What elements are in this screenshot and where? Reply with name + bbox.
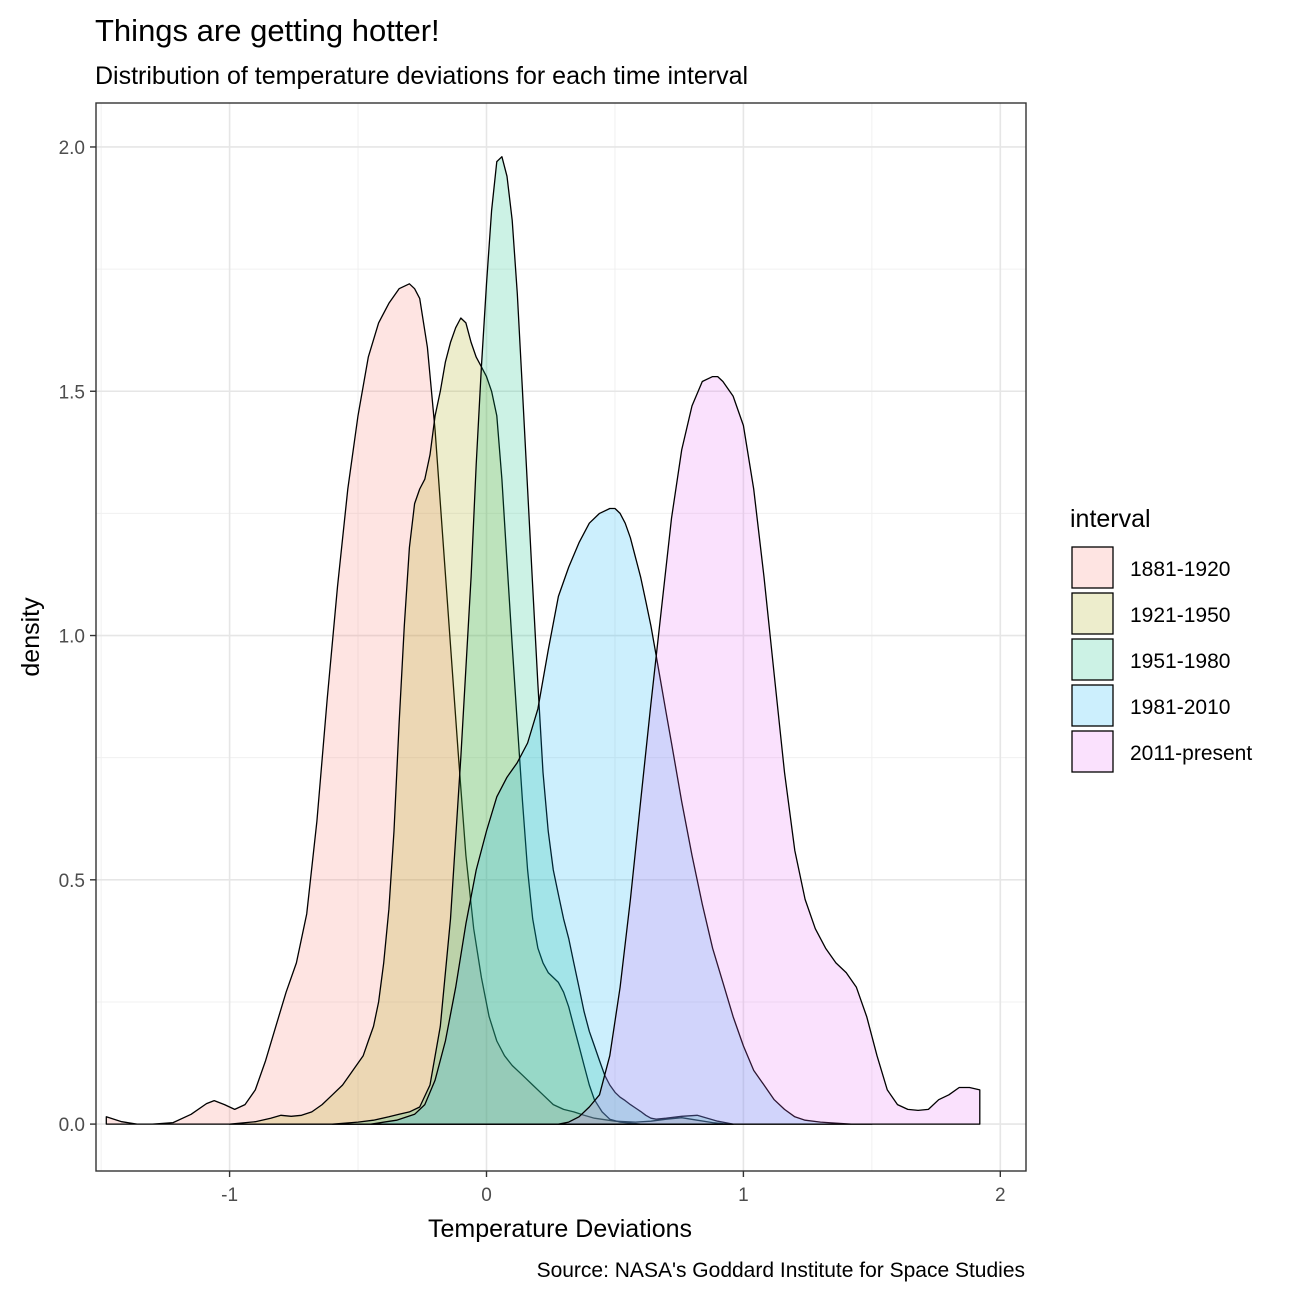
plot-panel [95,102,1027,1172]
legend-key-background [1071,592,1114,635]
legend-swatch [1071,546,1114,589]
legend-key-background [1071,730,1114,773]
panel-background [96,103,1026,1171]
legend: interval 1881-1920 1921-1950 1951-1980 1981… [1070,505,1252,773]
legend-key-background [1071,684,1114,727]
density-area-1921-1950 [228,317,719,1125]
legend-label: 1881-1920 [1130,558,1230,581]
density-series [105,156,981,1125]
x-axis-title: Temperature Deviations [428,1215,692,1243]
panel-border [95,102,1027,1172]
legend-item: 1921-1950 [1071,592,1230,635]
legend-label: 1981-2010 [1130,696,1230,719]
grid-major [96,103,1026,1171]
x-tick-label: 0 [481,1185,492,1206]
legend-swatch [1071,592,1114,635]
chart-title: Things are getting hotter! [95,13,440,48]
density-area-2011-present [557,375,981,1125]
legend-label: 1921-1950 [1130,604,1230,627]
density-area-1981-2010 [370,507,873,1125]
legend-items: 1881-1920 1921-1950 1951-1980 1981-2010 2011… [1071,546,1252,773]
y-tick-label: 0.5 [59,871,85,892]
chart-caption: Source: NASA's Goddard Institute for Spa… [537,1259,1025,1282]
density-area-1881-1920 [105,283,734,1125]
y-axis-title: density [17,597,45,677]
x-tick-label: 1 [738,1185,749,1206]
legend-swatch [1071,730,1114,773]
legend-key-background [1071,638,1114,681]
chart-subtitle: Distribution of temperature deviations f… [95,62,748,90]
y-tick-label: 1.5 [59,382,85,403]
y-tick-label: 2.0 [59,138,85,159]
legend-item: 2011-present [1071,730,1252,773]
y-axis: 0.0 0.5 1.0 1.5 2.0 [59,138,96,1136]
legend-label: 1951-1980 [1130,650,1230,673]
x-tick-label: 2 [995,1185,1006,1206]
y-tick-label: 1.0 [59,627,85,648]
grid-minor [96,103,1026,1171]
x-axis: -1 0 1 2 [221,1171,1006,1206]
x-tick-label: -1 [221,1185,238,1206]
legend-swatch [1071,638,1114,681]
legend-key-background [1071,546,1114,589]
legend-label: 2011-present [1130,742,1252,765]
y-tick-label: 0.0 [59,1115,85,1136]
legend-item: 1881-1920 [1071,546,1230,589]
legend-item: 1981-2010 [1071,684,1230,727]
density-area-1951-1980 [331,156,734,1125]
legend-swatch [1071,684,1114,727]
legend-title: interval [1070,505,1151,533]
legend-item: 1951-1980 [1071,638,1230,681]
